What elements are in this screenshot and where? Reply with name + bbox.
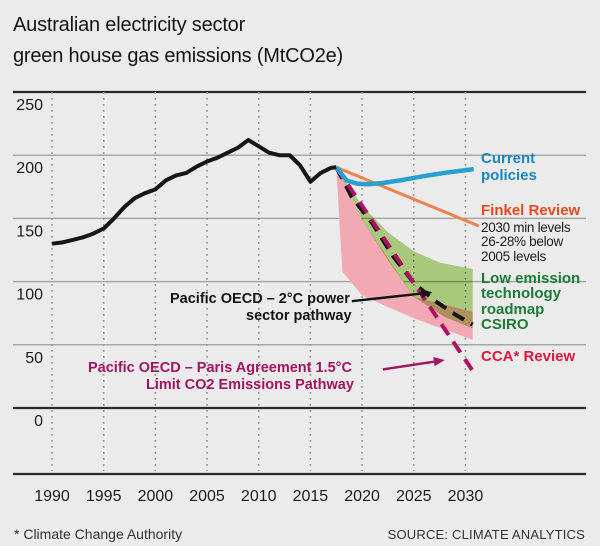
x-tick-label-2030: 2030 xyxy=(448,488,484,505)
x-tick-label-2025: 2025 xyxy=(396,488,432,505)
annotation-paris-pathway-line1: Pacific OECD – Paris Agreement 1.5°C xyxy=(88,360,352,376)
y-tick-label-50: 50 xyxy=(25,350,43,367)
annotation-arrow-1 xyxy=(382,360,435,371)
legend-cca-review: CCA* Review xyxy=(481,348,576,365)
legend-finkel-review-sublabel: 2030 min levels 26-28% below 2005 levels xyxy=(481,220,571,264)
x-tick-label-1990: 1990 xyxy=(34,488,70,505)
y-tick-label-100: 100 xyxy=(16,287,43,304)
band-low-emission-technology-roadmap-csiro xyxy=(336,167,473,329)
chart-title-line2: green house gas emissions (MtCO2e) xyxy=(13,45,344,67)
line-historical-emissions xyxy=(51,138,337,246)
y-tick-label-0: 0 xyxy=(34,413,43,430)
x-tick-label-1995: 1995 xyxy=(86,488,122,505)
y-tick-label-250: 250 xyxy=(16,97,43,114)
line-current-policies xyxy=(334,165,475,187)
legend-finkel-review: Finkel Review xyxy=(481,202,581,219)
y-tick-label-150: 150 xyxy=(16,223,43,240)
annotation-arrow-0 xyxy=(351,292,422,303)
x-tick-label-2000: 2000 xyxy=(138,488,174,505)
legend-csiro-roadmap: Low emission technology roadmap CSIRO xyxy=(481,270,581,333)
footnote: * Climate Change Authority xyxy=(14,526,183,542)
x-tick-label-2020: 2020 xyxy=(344,488,380,505)
legend-current-policies: Current policies xyxy=(481,150,537,184)
x-tick-label-2010: 2010 xyxy=(241,488,277,505)
x-tick-label-2005: 2005 xyxy=(189,488,225,505)
annotation-2c-pathway-line2: sector pathway xyxy=(246,308,352,324)
chart-title: Australian electricity sector green hous… xyxy=(13,10,343,72)
annotation-arrowhead-0 xyxy=(420,289,433,299)
annotation-paris-pathway-line2: Limit CO2 Emissions Pathway xyxy=(146,377,354,393)
y-tick-label-200: 200 xyxy=(16,160,43,177)
band-cca-review xyxy=(336,167,473,340)
annotation-2c-pathway-line1: Pacific OECD – 2°C power xyxy=(170,291,350,307)
x-tick-label-2015: 2015 xyxy=(293,488,329,505)
line-finkel-review-2030-min-levels-26-28-below-2005-levels xyxy=(335,165,480,228)
chart-title-line1: Australian electricity sector xyxy=(13,14,246,36)
annotation-arrowhead-1 xyxy=(433,357,445,367)
source-credit: SOURCE: CLIMATE ANALYTICS xyxy=(387,527,585,542)
